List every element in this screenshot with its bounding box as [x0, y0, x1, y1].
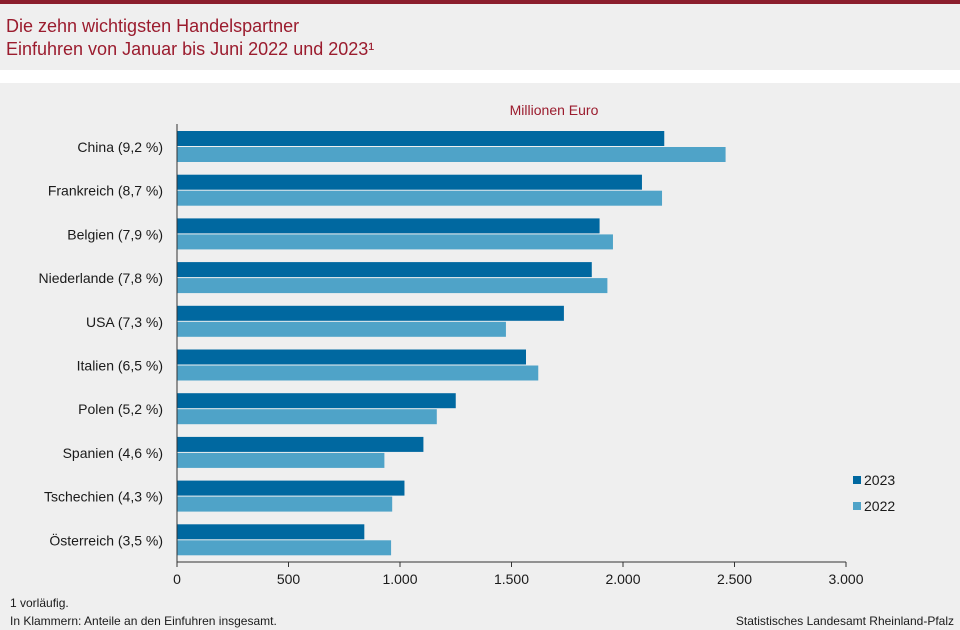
bar-2022-3	[177, 278, 608, 294]
chart-header: Die zehn wichtigsten Handelspartner Einf…	[0, 4, 960, 70]
bar-2023-3	[177, 262, 592, 278]
bar-2022-8	[177, 496, 393, 512]
category-label: Österreich (3,5 %)	[49, 531, 163, 548]
bar-2023-7	[177, 436, 424, 452]
category-label: USA (7,3 %)	[86, 314, 163, 330]
bar-2023-9	[177, 524, 365, 540]
category-label: China (9,2 %)	[77, 139, 163, 155]
chart-subtitle: Einfuhren von Januar bis Juni 2022 und 2…	[6, 39, 375, 59]
x-tick-label: 2.000	[605, 571, 640, 587]
bar-2022-9	[177, 540, 392, 556]
legend-label-2023: 2023	[864, 472, 895, 488]
legend-swatch-2023	[853, 476, 861, 484]
bar-2023-4	[177, 305, 564, 321]
x-tick-label: 500	[277, 571, 301, 587]
category-label: Tschechien (4,3 %)	[44, 489, 163, 505]
source-credit: Statistisches Landesamt Rheinland-Pfalz	[735, 614, 954, 628]
bar-2022-6	[177, 409, 437, 425]
bar-2023-8	[177, 480, 405, 496]
category-label: Italien (6,5 %)	[77, 358, 163, 374]
bar-2022-4	[177, 321, 506, 337]
bar-2023-0	[177, 131, 665, 146]
footnote-preliminary: 1 vorläufig.	[10, 596, 69, 610]
bar-2022-1	[177, 190, 663, 206]
category-label: Polen (5,2 %)	[78, 401, 163, 417]
category-label: Spanien (4,6 %)	[63, 445, 163, 461]
category-label: Frankreich (8,7 %)	[48, 183, 163, 199]
bar-2023-2	[177, 218, 600, 234]
bar-2023-6	[177, 393, 456, 409]
chart-title: Die zehn wichtigsten Handelspartner	[6, 16, 300, 36]
category-label: Belgien (7,9 %)	[67, 226, 163, 242]
bar-2022-5	[177, 365, 539, 381]
x-tick-label: 1.000	[382, 571, 417, 587]
unit-label: Millionen Euro	[510, 102, 599, 118]
bar-2022-7	[177, 452, 385, 468]
bar-2023-5	[177, 349, 526, 365]
bar-2022-0	[177, 147, 726, 162]
legend-label-2022: 2022	[864, 498, 895, 514]
legend-swatch-2022	[853, 502, 861, 510]
bar-2022-2	[177, 234, 613, 250]
bar-2023-1	[177, 174, 642, 190]
x-tick-label: 0	[173, 571, 181, 587]
x-tick-label: 2.500	[717, 571, 752, 587]
top-accent-rule	[0, 0, 960, 4]
footnote-brackets: In Klammern: Anteile an den Einfuhren in…	[10, 614, 277, 628]
category-label: Niederlande (7,8 %)	[38, 270, 163, 286]
x-tick-label: 3.000	[828, 571, 863, 587]
x-tick-label: 1.500	[494, 571, 529, 587]
header-gap	[0, 70, 960, 83]
